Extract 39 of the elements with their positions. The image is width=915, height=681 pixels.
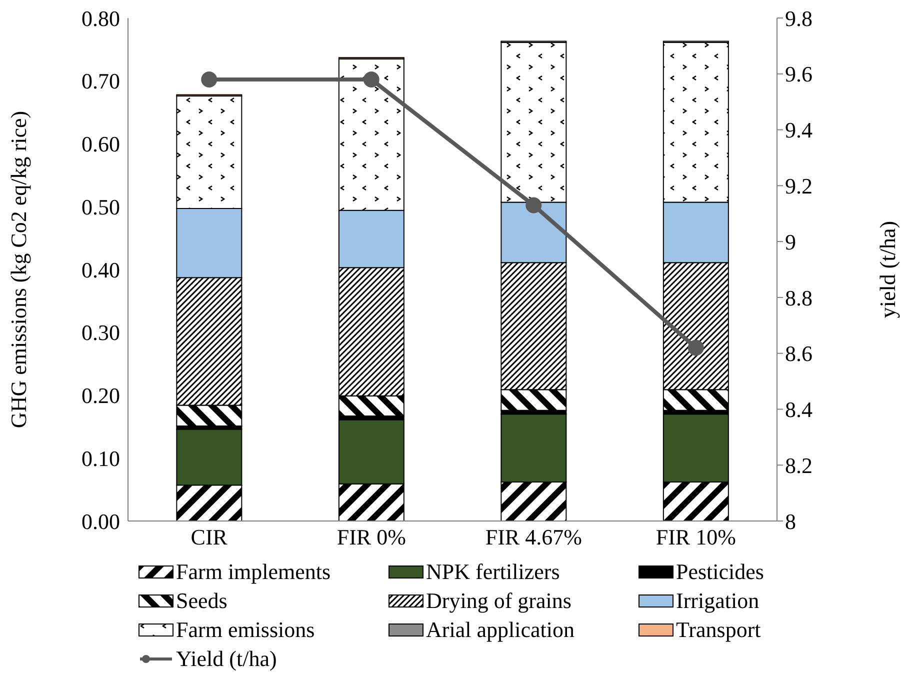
y-tick-label: 0.50 bbox=[82, 194, 120, 220]
y-tick-label: 0.40 bbox=[82, 257, 120, 282]
y2-tick-label: 8.6 bbox=[785, 341, 812, 366]
y2-axis-title: yield (t/ha) bbox=[874, 220, 900, 318]
y-tick-label: 0.30 bbox=[82, 320, 120, 346]
y-tick-label: 0.10 bbox=[82, 446, 120, 471]
legend-label: Drying of grains bbox=[426, 587, 572, 615]
legend-label: Irrigation bbox=[676, 587, 760, 615]
y2-tick-label: 8 bbox=[785, 508, 796, 534]
y2-tick-label: 9 bbox=[785, 229, 796, 254]
y-tick-label: 0.20 bbox=[82, 383, 120, 408]
y2-tick-label: 8.4 bbox=[785, 397, 812, 422]
x-tick-label: FIR 4.67% bbox=[485, 524, 582, 550]
y2-tick-label: 9.2 bbox=[785, 173, 812, 198]
y2-tick-label: 9.8 bbox=[785, 6, 812, 31]
x-tick-label: CIR bbox=[190, 524, 228, 550]
y2-tick-label: 9.6 bbox=[785, 62, 812, 87]
legend-label: Seeds bbox=[176, 587, 228, 615]
y-tick-label: 0.70 bbox=[82, 68, 120, 94]
legend-label: Transport bbox=[676, 616, 761, 644]
y2-tick-label: 8.8 bbox=[785, 285, 812, 310]
point bbox=[201, 71, 218, 88]
legend-label: Farm emissions bbox=[176, 616, 315, 644]
y2-tick-label: 8.2 bbox=[785, 452, 812, 478]
y-axis-title: GHG emissions (kg Co2 eq/kg rice) bbox=[6, 110, 31, 428]
y-tick-label: 0.80 bbox=[82, 6, 120, 31]
x-tick-label: FIR 0% bbox=[336, 524, 406, 550]
legend-label: Pesticides bbox=[676, 558, 764, 586]
y-tick-label: 0.60 bbox=[82, 132, 120, 157]
legend-label: Arial application bbox=[426, 616, 574, 644]
point bbox=[363, 71, 380, 88]
legend-label: Farm implements bbox=[176, 558, 331, 586]
legend-label: NPK fertilizers bbox=[426, 558, 560, 586]
point bbox=[688, 340, 704, 356]
x-tick-label: FIR 10% bbox=[656, 524, 736, 550]
point bbox=[526, 197, 542, 214]
y-tick-label: 0.00 bbox=[82, 508, 120, 534]
y2-tick-label: 9.4 bbox=[785, 118, 812, 143]
legend-label: Yield (t/ha) bbox=[176, 645, 277, 673]
